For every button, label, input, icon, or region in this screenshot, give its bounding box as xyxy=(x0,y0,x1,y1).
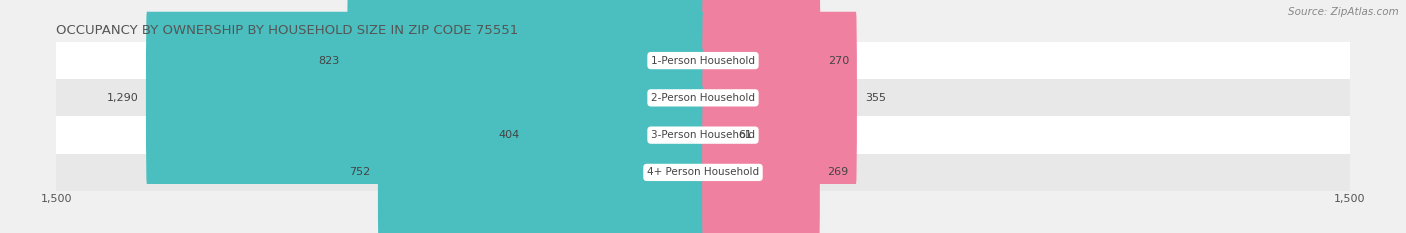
Text: 61: 61 xyxy=(738,130,752,140)
Text: 752: 752 xyxy=(349,168,370,177)
Text: 269: 269 xyxy=(828,168,849,177)
Text: 270: 270 xyxy=(828,56,849,65)
FancyBboxPatch shape xyxy=(146,12,704,184)
Text: 2-Person Household: 2-Person Household xyxy=(651,93,755,103)
FancyBboxPatch shape xyxy=(56,116,1350,154)
FancyBboxPatch shape xyxy=(378,86,704,233)
Text: OCCUPANCY BY OWNERSHIP BY HOUSEHOLD SIZE IN ZIP CODE 75551: OCCUPANCY BY OWNERSHIP BY HOUSEHOLD SIZE… xyxy=(56,24,519,37)
Text: 1-Person Household: 1-Person Household xyxy=(651,56,755,65)
FancyBboxPatch shape xyxy=(702,86,820,233)
FancyBboxPatch shape xyxy=(347,0,704,147)
Text: 3-Person Household: 3-Person Household xyxy=(651,130,755,140)
FancyBboxPatch shape xyxy=(702,49,730,221)
Text: 823: 823 xyxy=(318,56,339,65)
Text: 1,290: 1,290 xyxy=(107,93,138,103)
FancyBboxPatch shape xyxy=(702,0,820,147)
FancyBboxPatch shape xyxy=(527,49,704,221)
FancyBboxPatch shape xyxy=(702,12,856,184)
Text: Source: ZipAtlas.com: Source: ZipAtlas.com xyxy=(1288,7,1399,17)
Text: 355: 355 xyxy=(865,93,886,103)
Text: 404: 404 xyxy=(499,130,520,140)
Text: 4+ Person Household: 4+ Person Household xyxy=(647,168,759,177)
FancyBboxPatch shape xyxy=(56,79,1350,116)
FancyBboxPatch shape xyxy=(56,42,1350,79)
FancyBboxPatch shape xyxy=(56,154,1350,191)
